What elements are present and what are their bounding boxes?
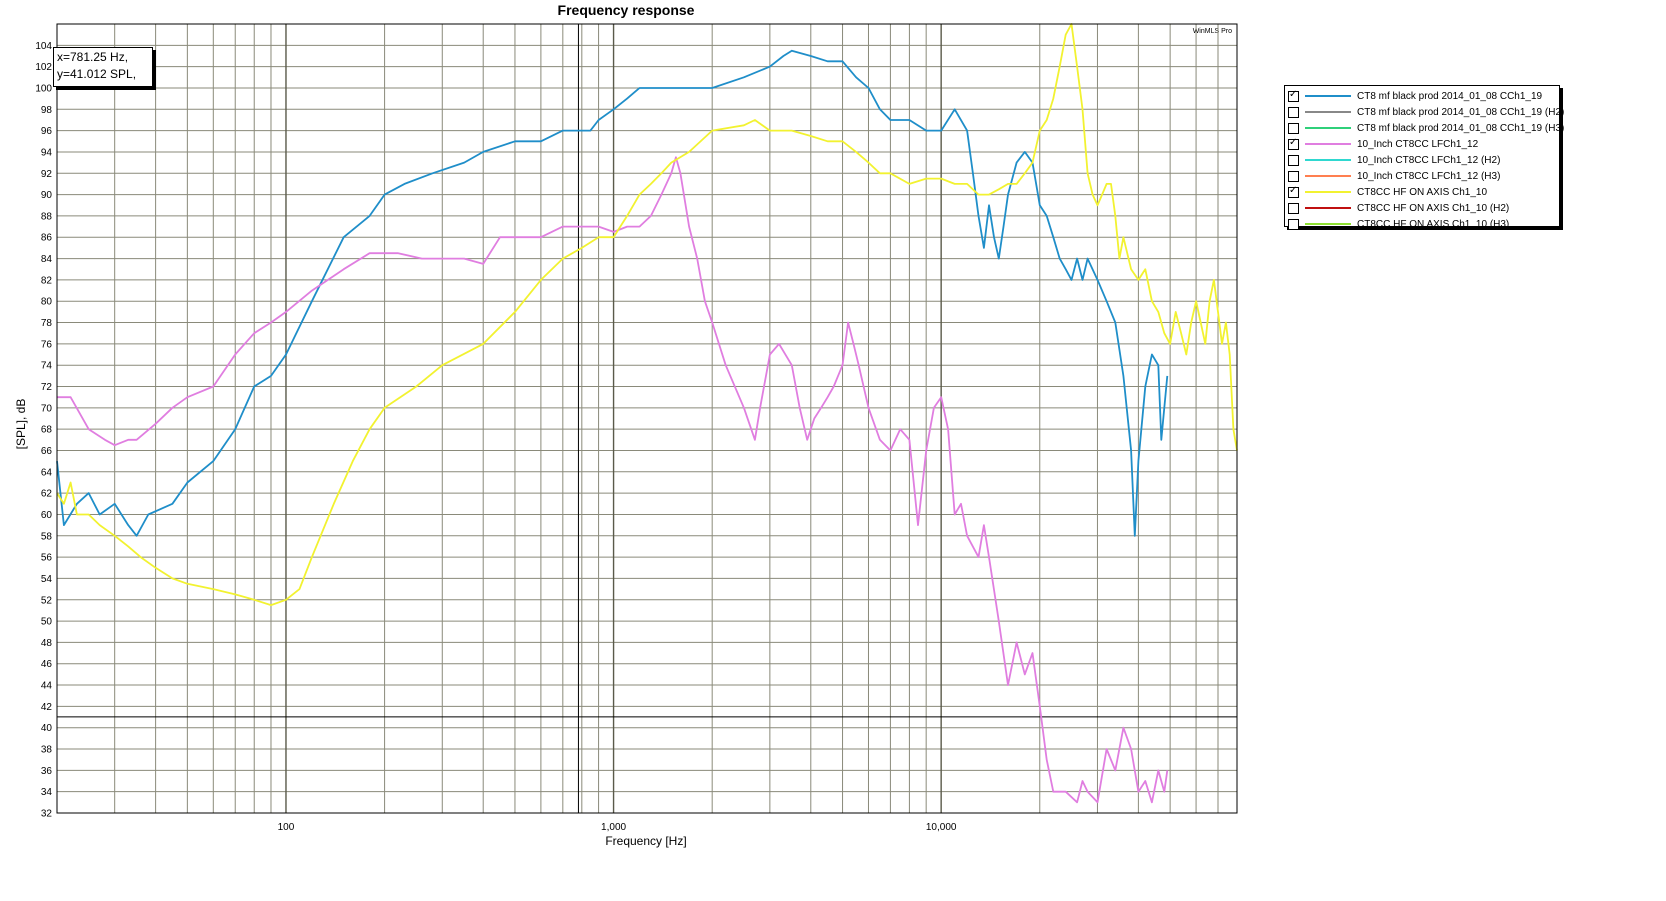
y-tick-label: 36: [41, 766, 53, 777]
x-axis-ticks: 100 1,000 10,000: [278, 822, 957, 833]
y-tick-label: 68: [41, 425, 53, 436]
x-axis-label: Frequency [Hz]: [605, 834, 686, 848]
legend-item[interactable]: ✓ CT8 mf black prod 2014_01_08 CCh1_19: [1288, 88, 1559, 104]
legend-swatch: [1305, 127, 1351, 129]
plot-frame: [56, 23, 1238, 814]
y-tick-label: 32: [41, 809, 53, 820]
y-tick-label: 82: [41, 275, 53, 286]
legend-checkbox[interactable]: [1288, 218, 1299, 230]
y-tick-label: 34: [41, 787, 53, 798]
legend-checkbox[interactable]: ✓: [1288, 184, 1299, 198]
legend-checkbox[interactable]: [1288, 106, 1299, 118]
y-tick-label: 56: [41, 553, 53, 564]
legend-label: CT8CC HF ON AXIS Ch1_10: [1357, 186, 1488, 198]
y-tick-label: 72: [41, 382, 53, 393]
legend-item[interactable]: CT8 mf black prod 2014_01_08 CCh1_19 (H3…: [1288, 120, 1564, 136]
x-tick-label: 1,000: [601, 822, 626, 833]
legend-swatch: [1305, 191, 1351, 193]
y-tick-label: 96: [41, 126, 53, 137]
watermark: WinMLS Pro: [1193, 28, 1232, 35]
y-tick-label: 38: [41, 745, 53, 756]
legend-item[interactable]: CT8 mf black prod 2014_01_08 CCh1_19 (H2…: [1288, 104, 1564, 120]
legend-swatch: [1305, 143, 1351, 145]
legend-item[interactable]: ✓ CT8CC HF ON AXIS Ch1_10: [1288, 184, 1559, 200]
y-tick-label: 46: [41, 659, 53, 670]
y-tick-label: 78: [41, 318, 53, 329]
y-tick-label: 52: [41, 595, 53, 606]
y-tick-label: 92: [41, 169, 53, 180]
y-tick-label: 60: [41, 510, 53, 521]
y-tick-label: 76: [41, 339, 53, 350]
legend-checkbox[interactable]: [1288, 170, 1299, 182]
legend-label: CT8CC HF ON AXIS Ch1_10 (H3): [1357, 218, 1510, 230]
y-tick-label: 86: [41, 233, 53, 244]
cursor-y-readout: y=41.012 SPL,: [57, 67, 137, 81]
legend: ✓ CT8 mf black prod 2014_01_08 CCh1_19 CT8…: [1284, 85, 1564, 230]
y-tick-label: 64: [41, 467, 53, 478]
series-line: [56, 23, 1238, 606]
legend-swatch: [1305, 207, 1351, 209]
y-tick-label: 48: [41, 638, 53, 649]
y-tick-label: 88: [41, 211, 53, 222]
legend-label: CT8CC HF ON AXIS Ch1_10 (H2): [1357, 202, 1510, 214]
x-tick-label: 100: [278, 822, 295, 833]
y-tick-label: 84: [41, 254, 53, 265]
series-line: [56, 49, 1169, 537]
checkmark-icon: ✓: [1289, 184, 1298, 196]
y-tick-label: 62: [41, 489, 53, 500]
chart-title: Frequency response: [558, 2, 695, 18]
y-tick-label: 104: [35, 41, 52, 52]
legend-swatch: [1305, 111, 1351, 113]
cursor-x-readout: x=781.25 Hz,: [57, 50, 129, 64]
legend-swatch: [1305, 159, 1351, 161]
legend-swatch: [1305, 223, 1351, 225]
legend-item[interactable]: CT8CC HF ON AXIS Ch1_10 (H3): [1288, 216, 1559, 232]
y-tick-label: 70: [41, 403, 53, 414]
y-tick-label: 54: [41, 574, 53, 585]
y-tick-label: 94: [41, 147, 53, 158]
y-axis-label: [SPL], dB: [14, 399, 28, 450]
legend-label: 10_Inch CT8CC LFCh1_12 (H3): [1357, 170, 1501, 182]
legend-item[interactable]: 10_Inch CT8CC LFCh1_12 (H2): [1288, 152, 1559, 168]
y-tick-label: 40: [41, 723, 53, 734]
legend-swatch: [1305, 175, 1351, 177]
x-tick-label: 10,000: [926, 822, 957, 833]
legend-swatch: [1305, 95, 1351, 97]
y-tick-label: 90: [41, 190, 53, 201]
legend-checkbox[interactable]: ✓: [1288, 88, 1299, 102]
y-tick-label: 50: [41, 617, 53, 628]
legend-item[interactable]: ✓ 10_Inch CT8CC LFCh1_12: [1288, 136, 1559, 152]
legend-checkbox[interactable]: [1288, 202, 1299, 214]
y-tick-label: 100: [35, 83, 52, 94]
y-tick-label: 98: [41, 105, 53, 116]
y-tick-label: 58: [41, 531, 53, 542]
legend-item[interactable]: 10_Inch CT8CC LFCh1_12 (H3): [1288, 168, 1559, 184]
legend-label: CT8 mf black prod 2014_01_08 CCh1_19: [1357, 90, 1543, 102]
y-tick-label: 80: [41, 297, 53, 308]
legend-label: 10_Inch CT8CC LFCh1_12 (H2): [1357, 154, 1501, 166]
plot-grid: [56, 24, 1238, 814]
legend-label: CT8 mf black prod 2014_01_08 CCh1_19 (H3…: [1357, 122, 1565, 134]
legend-checkbox[interactable]: [1288, 154, 1299, 166]
legend-checkbox[interactable]: [1288, 122, 1299, 134]
y-tick-label: 42: [41, 702, 53, 713]
y-axis-ticks: 32 34 36 38 40 42 44 46 48 50 52 54 56 58 60 62 64 66 68 70…: [35, 41, 52, 820]
y-tick-label: 44: [41, 681, 53, 692]
y-tick-label: 66: [41, 446, 53, 457]
legend-label: 10_Inch CT8CC LFCh1_12: [1357, 138, 1479, 150]
series-line: [57, 156, 1169, 804]
legend-item[interactable]: CT8CC HF ON AXIS Ch1_10 (H2): [1288, 200, 1559, 216]
legend-checkbox[interactable]: ✓: [1288, 136, 1299, 150]
y-tick-label: 102: [35, 62, 52, 73]
series-lines: [56, 23, 1238, 804]
y-tick-label: 74: [41, 361, 53, 372]
checkmark-icon: ✓: [1289, 136, 1298, 148]
legend-label: CT8 mf black prod 2014_01_08 CCh1_19 (H2…: [1357, 106, 1565, 118]
cursor-readout: x=781.25 Hz, y=41.012 SPL,: [53, 47, 153, 87]
checkmark-icon: ✓: [1289, 88, 1298, 100]
